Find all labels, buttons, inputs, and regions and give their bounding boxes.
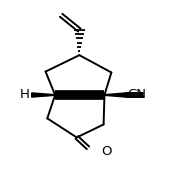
Text: H: H [20,89,30,101]
Polygon shape [105,93,126,97]
Text: CN: CN [127,89,146,101]
Polygon shape [32,93,55,97]
Text: O: O [101,145,111,158]
